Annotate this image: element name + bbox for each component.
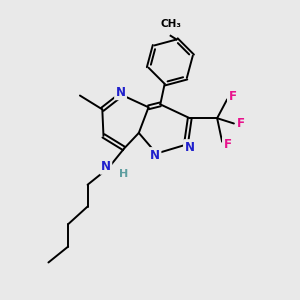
Text: F: F (236, 117, 244, 130)
Text: CH₃: CH₃ (160, 19, 181, 29)
Text: H: H (119, 169, 128, 178)
Text: N: N (150, 148, 160, 161)
Text: F: F (228, 91, 236, 103)
Text: N: N (101, 160, 111, 173)
Text: F: F (224, 138, 231, 151)
Text: N: N (116, 86, 126, 99)
Text: N: N (184, 141, 194, 154)
